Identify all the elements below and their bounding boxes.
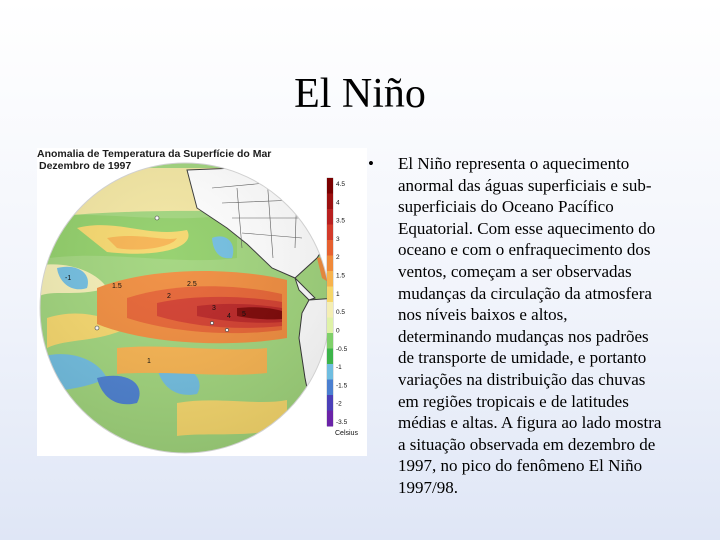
globe-map: 1.5 2 2.5 5 3 4 -1 1 4.5 4 3.5 3 2 1.5 1 0.5 0 -0… (39, 162, 358, 454)
colorbar-tick-label: 1 (336, 291, 340, 298)
map-label: 5 (242, 311, 246, 318)
colorbar-tick-label: 4.5 (336, 181, 345, 188)
figure-title-line-2: Dezembro de 1997 (39, 160, 132, 172)
slide-title: El Niño (294, 71, 426, 117)
paragraph-line: El Niño representa o aquecimento (398, 154, 630, 173)
colorbar-swatch (327, 364, 333, 380)
colorbar-swatch (327, 395, 333, 411)
paragraph-line: oceano e com o enfraquecimento dos (398, 240, 651, 260)
paragraph-line: médias e altas. A figura ao lado mostra (398, 413, 662, 433)
map-label: -1 (65, 275, 71, 282)
paragraph-line: nos níveis baixos e altos, (398, 305, 568, 325)
sst-anomaly-figure: Anomalia de Temperatura da Superfície do… (37, 148, 367, 456)
map-label: 2 (167, 293, 171, 300)
map-label: 3 (212, 305, 216, 312)
paragraph-line: anormal das águas superficiais e sub- (398, 175, 652, 195)
colorbar-swatch (327, 379, 333, 396)
paragraph-line: determinando mudanças nos padrões (398, 326, 649, 346)
map-label: 2.5 (187, 281, 197, 288)
colorbar-tick-label: 1.5 (336, 273, 345, 280)
figure-title-line-1: Anomalia de Temperatura da Superfície do… (37, 148, 272, 160)
colorbar-swatch (327, 348, 333, 365)
colorbar-swatch (327, 286, 333, 303)
colorbar-swatch (327, 317, 333, 334)
colorbar-tick-label: -3.5 (336, 419, 348, 426)
colorbar-tick-label: 3.5 (336, 218, 345, 225)
paragraph-line: 1997/98. (398, 477, 458, 497)
paragraph-line: mudanças da circulação da atmosfera (398, 283, 652, 303)
map-label: 4 (227, 313, 231, 320)
colorbar-tick-label: -1 (336, 364, 342, 371)
paragraph-line: em regiões tropicais e de latitudes (398, 391, 629, 411)
colorbar-tick-label: 0 (336, 327, 340, 334)
map-label: 1 (147, 358, 151, 365)
colorbar: 4.5 4 3.5 3 2 1.5 1 0.5 0 -0.5 -1 -1.5 -2 -3.5 Celsiu… (326, 177, 358, 437)
paragraph-line: Equatorial. Com esse aquecimento do (398, 218, 656, 238)
colorbar-unit: Celsius (335, 430, 358, 437)
colorbar-swatch (327, 193, 333, 210)
map-label: 1.5 (112, 283, 122, 290)
colorbar-swatch (327, 255, 333, 272)
paragraph-line: de transporte de umidade, e portanto (398, 348, 647, 368)
bullet-marker: • (368, 154, 374, 173)
paragraph-line: superficiais do Oceano Pacífico (398, 197, 614, 217)
colorbar-tick-label: -1.5 (336, 382, 348, 389)
colorbar-swatch (327, 271, 333, 287)
colorbar-tick-label: -2 (336, 401, 342, 408)
colorbar-swatch (327, 410, 333, 427)
colorbar-swatch (327, 333, 333, 349)
paragraph-line: ventos, começam a ser observadas (398, 261, 632, 281)
colorbar-swatch (327, 302, 333, 318)
bullet-paragraph: El Niño representa o aquecimento anormal… (398, 153, 712, 499)
paragraph-line: a situação observada em dezembro de (398, 434, 656, 454)
colorbar-tick-label: 0.5 (336, 309, 345, 316)
colorbar-swatch (327, 178, 333, 194)
colorbar-swatch (327, 209, 333, 225)
colorbar-tick-label: 4 (336, 199, 340, 206)
colorbar-swatch (327, 224, 333, 241)
colorbar-tick-label: 3 (336, 236, 340, 243)
paragraph-line: 1997, no pico do fenômeno El Niño (398, 456, 643, 476)
figure-title: Anomalia de Temperatura da Superfície do… (37, 148, 271, 172)
colorbar-tick-label: 2 (336, 254, 340, 261)
colorbar-swatch (327, 240, 333, 256)
colorbar-tick-label: -0.5 (336, 346, 348, 353)
paragraph-line: variações na distribuição das chuvas (398, 369, 646, 389)
